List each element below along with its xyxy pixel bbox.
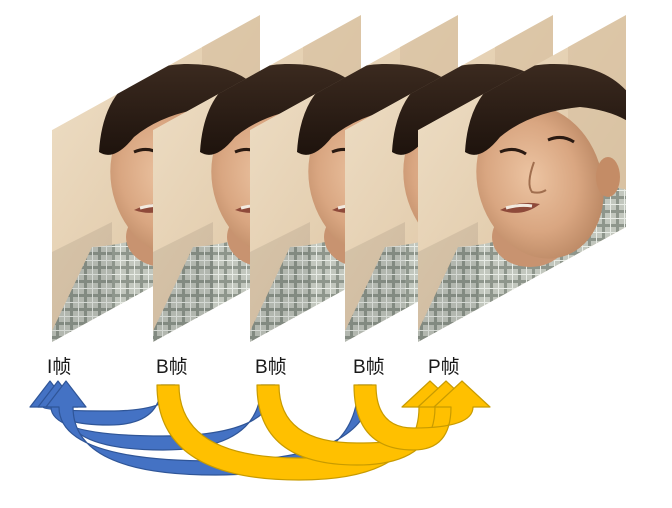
frame-label-b3: B帧 (353, 357, 385, 378)
frame-label-b2: B帧 (255, 357, 287, 378)
frame-label-p: P帧 (428, 357, 460, 378)
frame-label-b1: B帧 (156, 357, 188, 378)
frame-label-i: I帧 (47, 357, 72, 378)
forward-arrow-5 (353, 380, 491, 451)
